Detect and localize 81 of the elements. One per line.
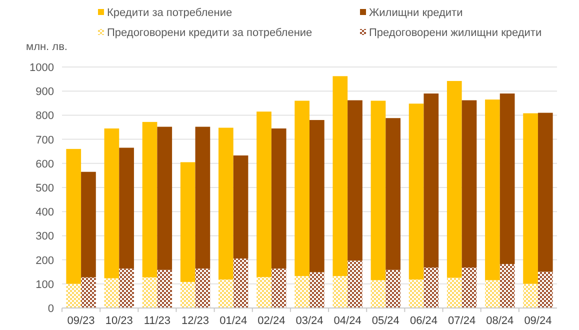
bar: [332, 276, 348, 308]
legend-label: Жилищни кредити: [369, 7, 463, 19]
bar: [256, 277, 272, 308]
bar: [195, 126, 210, 269]
bar: [310, 272, 324, 308]
y-tick-label: 500: [36, 182, 54, 194]
bar: [348, 100, 362, 261]
x-tick-label: 03/24: [296, 315, 324, 327]
bar: [233, 258, 248, 308]
bar: [294, 276, 310, 308]
bar: [66, 148, 82, 284]
legend-label: Предоговорени жилищни кредити: [369, 27, 542, 39]
y-tick-label: 0: [48, 303, 54, 315]
bar: [500, 264, 515, 308]
bar: [142, 122, 158, 278]
bar: [180, 282, 196, 308]
x-tick-label: 08/24: [486, 315, 514, 327]
bar: [271, 268, 286, 308]
bar: [119, 268, 134, 308]
bar: [332, 76, 348, 276]
bar: [446, 278, 462, 308]
y-axis-title: млн. лв.: [26, 41, 68, 53]
bar: [523, 113, 538, 284]
bar: [157, 126, 172, 270]
bar: [104, 278, 120, 308]
y-tick-label: 200: [36, 254, 54, 267]
x-tick-label: 05/24: [372, 315, 400, 327]
x-tick-label: 11/23: [144, 315, 171, 327]
bar: [310, 120, 324, 272]
bar: [370, 280, 386, 308]
bar: [142, 277, 158, 308]
y-tick-label: 600: [36, 158, 54, 170]
x-tick-label: 04/24: [334, 315, 362, 327]
x-tick-label: 09/24: [524, 315, 552, 327]
bar: [523, 284, 538, 308]
x-tick-label: 10/23: [105, 315, 133, 327]
x-tick-label: 02/24: [258, 315, 286, 327]
x-tick-label: 09/23: [67, 315, 95, 327]
bar: [462, 100, 477, 268]
legend-label: Кредити за потребление: [107, 7, 232, 19]
bar: [256, 112, 272, 278]
bar: [294, 100, 310, 276]
y-tick-label: 100: [36, 278, 54, 291]
x-tick-label: 06/24: [410, 315, 438, 327]
bar: [386, 118, 401, 270]
bar: [81, 172, 96, 278]
y-tick-label: 700: [36, 134, 54, 146]
y-tick-label: 1000: [30, 62, 54, 74]
bar: [446, 80, 462, 278]
bar: [408, 104, 424, 280]
bar: [104, 128, 120, 278]
bar: [485, 280, 500, 308]
bar: [81, 277, 96, 308]
y-tick-label: 300: [36, 230, 54, 243]
bar: [271, 128, 286, 269]
bar: [485, 100, 500, 280]
bar: [119, 148, 134, 269]
bar: [180, 162, 196, 282]
bar: [370, 100, 386, 280]
y-tick-label: 400: [36, 206, 54, 219]
bar: [348, 260, 362, 308]
bar: [538, 272, 553, 308]
y-tick-label: 900: [36, 86, 54, 98]
x-tick-label: 01/24: [220, 315, 248, 327]
x-tick-label: 12/23: [182, 315, 210, 327]
bar: [218, 128, 234, 280]
x-tick-label: 07/24: [448, 315, 476, 327]
bar: [386, 270, 401, 308]
bar: [66, 284, 82, 308]
bar: [424, 94, 439, 268]
bar: [462, 268, 477, 308]
y-tick-label: 800: [36, 110, 54, 122]
bar: [424, 268, 439, 308]
bar: [408, 280, 424, 308]
bar: [218, 280, 234, 308]
bar: [157, 270, 172, 308]
legend-label: Предоговорени кредити за потребление: [107, 27, 312, 39]
bar: [500, 94, 515, 264]
bar: [538, 112, 553, 272]
bar: [195, 268, 210, 308]
bar: [233, 155, 248, 259]
